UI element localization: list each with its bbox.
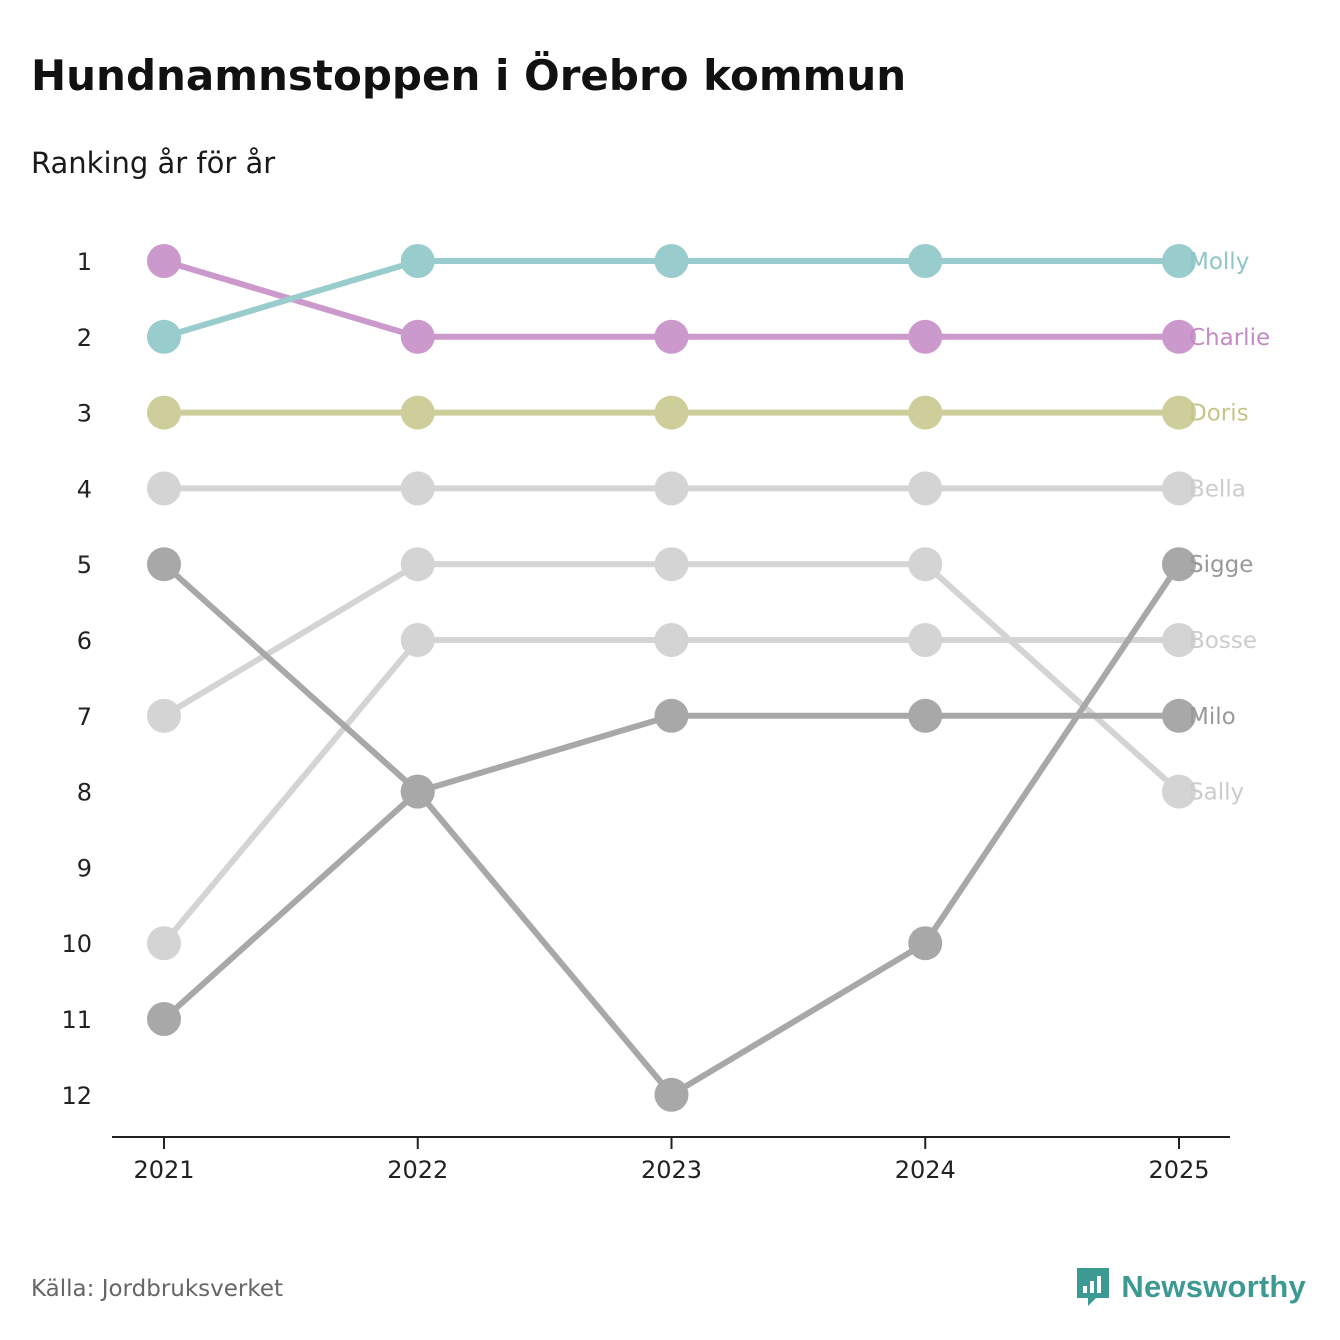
data-point-doris [654, 395, 689, 430]
series-end-label-bosse: Bosse [1189, 628, 1257, 654]
data-point-charlie [147, 244, 181, 278]
series-end-label-molly: Molly [1189, 249, 1249, 275]
x-tick-label: 2023 [641, 1156, 702, 1184]
y-tick-label: 10 [61, 930, 92, 958]
data-point-doris [1162, 395, 1196, 430]
data-point-milo [147, 1002, 181, 1036]
data-point-milo [654, 698, 689, 733]
data-point-milo [908, 698, 943, 733]
data-point-sigge [1162, 547, 1196, 582]
series-end-label-sigge: Sigge [1189, 552, 1253, 578]
series-end-label-doris: Doris [1189, 401, 1249, 427]
chart-subtitle: Ranking år för år [31, 146, 276, 180]
source-note: Källa: Jordbruksverket [31, 1276, 284, 1302]
data-point-charlie [654, 319, 689, 354]
series-end-label-bella: Bella [1189, 476, 1246, 502]
y-tick-label: 2 [77, 324, 92, 352]
y-tick-label: 8 [77, 779, 92, 807]
data-point-bella [400, 471, 435, 506]
data-point-molly [1162, 244, 1196, 278]
data-point-molly [400, 244, 435, 278]
data-point-bella [908, 471, 943, 506]
data-point-doris [147, 395, 181, 430]
data-point-milo [1162, 698, 1196, 733]
data-point-bella [654, 471, 689, 506]
data-point-doris [400, 395, 435, 430]
data-point-charlie [400, 319, 435, 354]
data-point-bosse [147, 926, 181, 961]
y-tick-label: 7 [77, 703, 92, 731]
series-labels: Bella Bosse Sally Milo Sigge Doris Charlie Moll… [1189, 249, 1270, 806]
series-end-label-charlie: Charlie [1189, 325, 1270, 351]
series-points [147, 244, 1196, 1112]
y-tick-label: 12 [61, 1082, 92, 1110]
brand-logo: Newsworthy [1075, 1266, 1306, 1308]
data-point-molly [147, 319, 181, 354]
data-point-sally [654, 547, 689, 582]
x-axis-ticks: 2021 2022 2023 2024 2025 [133, 1137, 1210, 1184]
brand-name: Newsworthy [1121, 1269, 1306, 1304]
newsworthy-logo-icon [1077, 1268, 1110, 1306]
x-tick-label: 2022 [387, 1156, 448, 1184]
y-tick-label: 9 [77, 854, 92, 882]
series-end-label-sally: Sally [1189, 780, 1244, 806]
y-tick-label: 1 [77, 248, 92, 276]
data-point-sally [400, 547, 435, 582]
data-point-molly [908, 244, 943, 278]
chart-title: Hundnamnstoppen i Örebro kommun [31, 51, 907, 100]
data-point-sally [908, 547, 943, 582]
data-point-sigge [400, 774, 435, 809]
data-point-bosse [1162, 623, 1196, 657]
data-point-sigge [654, 1077, 689, 1112]
data-point-sally [147, 698, 181, 733]
data-point-molly [654, 244, 689, 278]
data-point-bosse [908, 623, 943, 657]
series-lines [161, 258, 1182, 1098]
y-tick-label: 6 [77, 627, 92, 655]
data-point-sigge [908, 926, 943, 961]
data-point-bella [147, 471, 181, 506]
series-end-label-milo: Milo [1189, 704, 1236, 730]
y-tick-label: 11 [61, 1006, 92, 1034]
data-point-doris [908, 395, 943, 430]
x-tick-label: 2025 [1148, 1156, 1209, 1184]
data-point-bosse [400, 623, 435, 657]
data-point-sigge [147, 547, 181, 582]
data-point-bella [1162, 471, 1196, 506]
y-tick-label: 5 [77, 551, 92, 579]
data-point-charlie [1162, 319, 1196, 354]
data-point-sally [1162, 774, 1196, 809]
data-point-bosse [654, 623, 689, 657]
x-tick-label: 2021 [133, 1156, 194, 1184]
data-point-charlie [908, 319, 943, 354]
y-tick-label: 3 [77, 400, 92, 428]
x-tick-label: 2024 [895, 1156, 956, 1184]
y-tick-label: 4 [77, 475, 92, 503]
